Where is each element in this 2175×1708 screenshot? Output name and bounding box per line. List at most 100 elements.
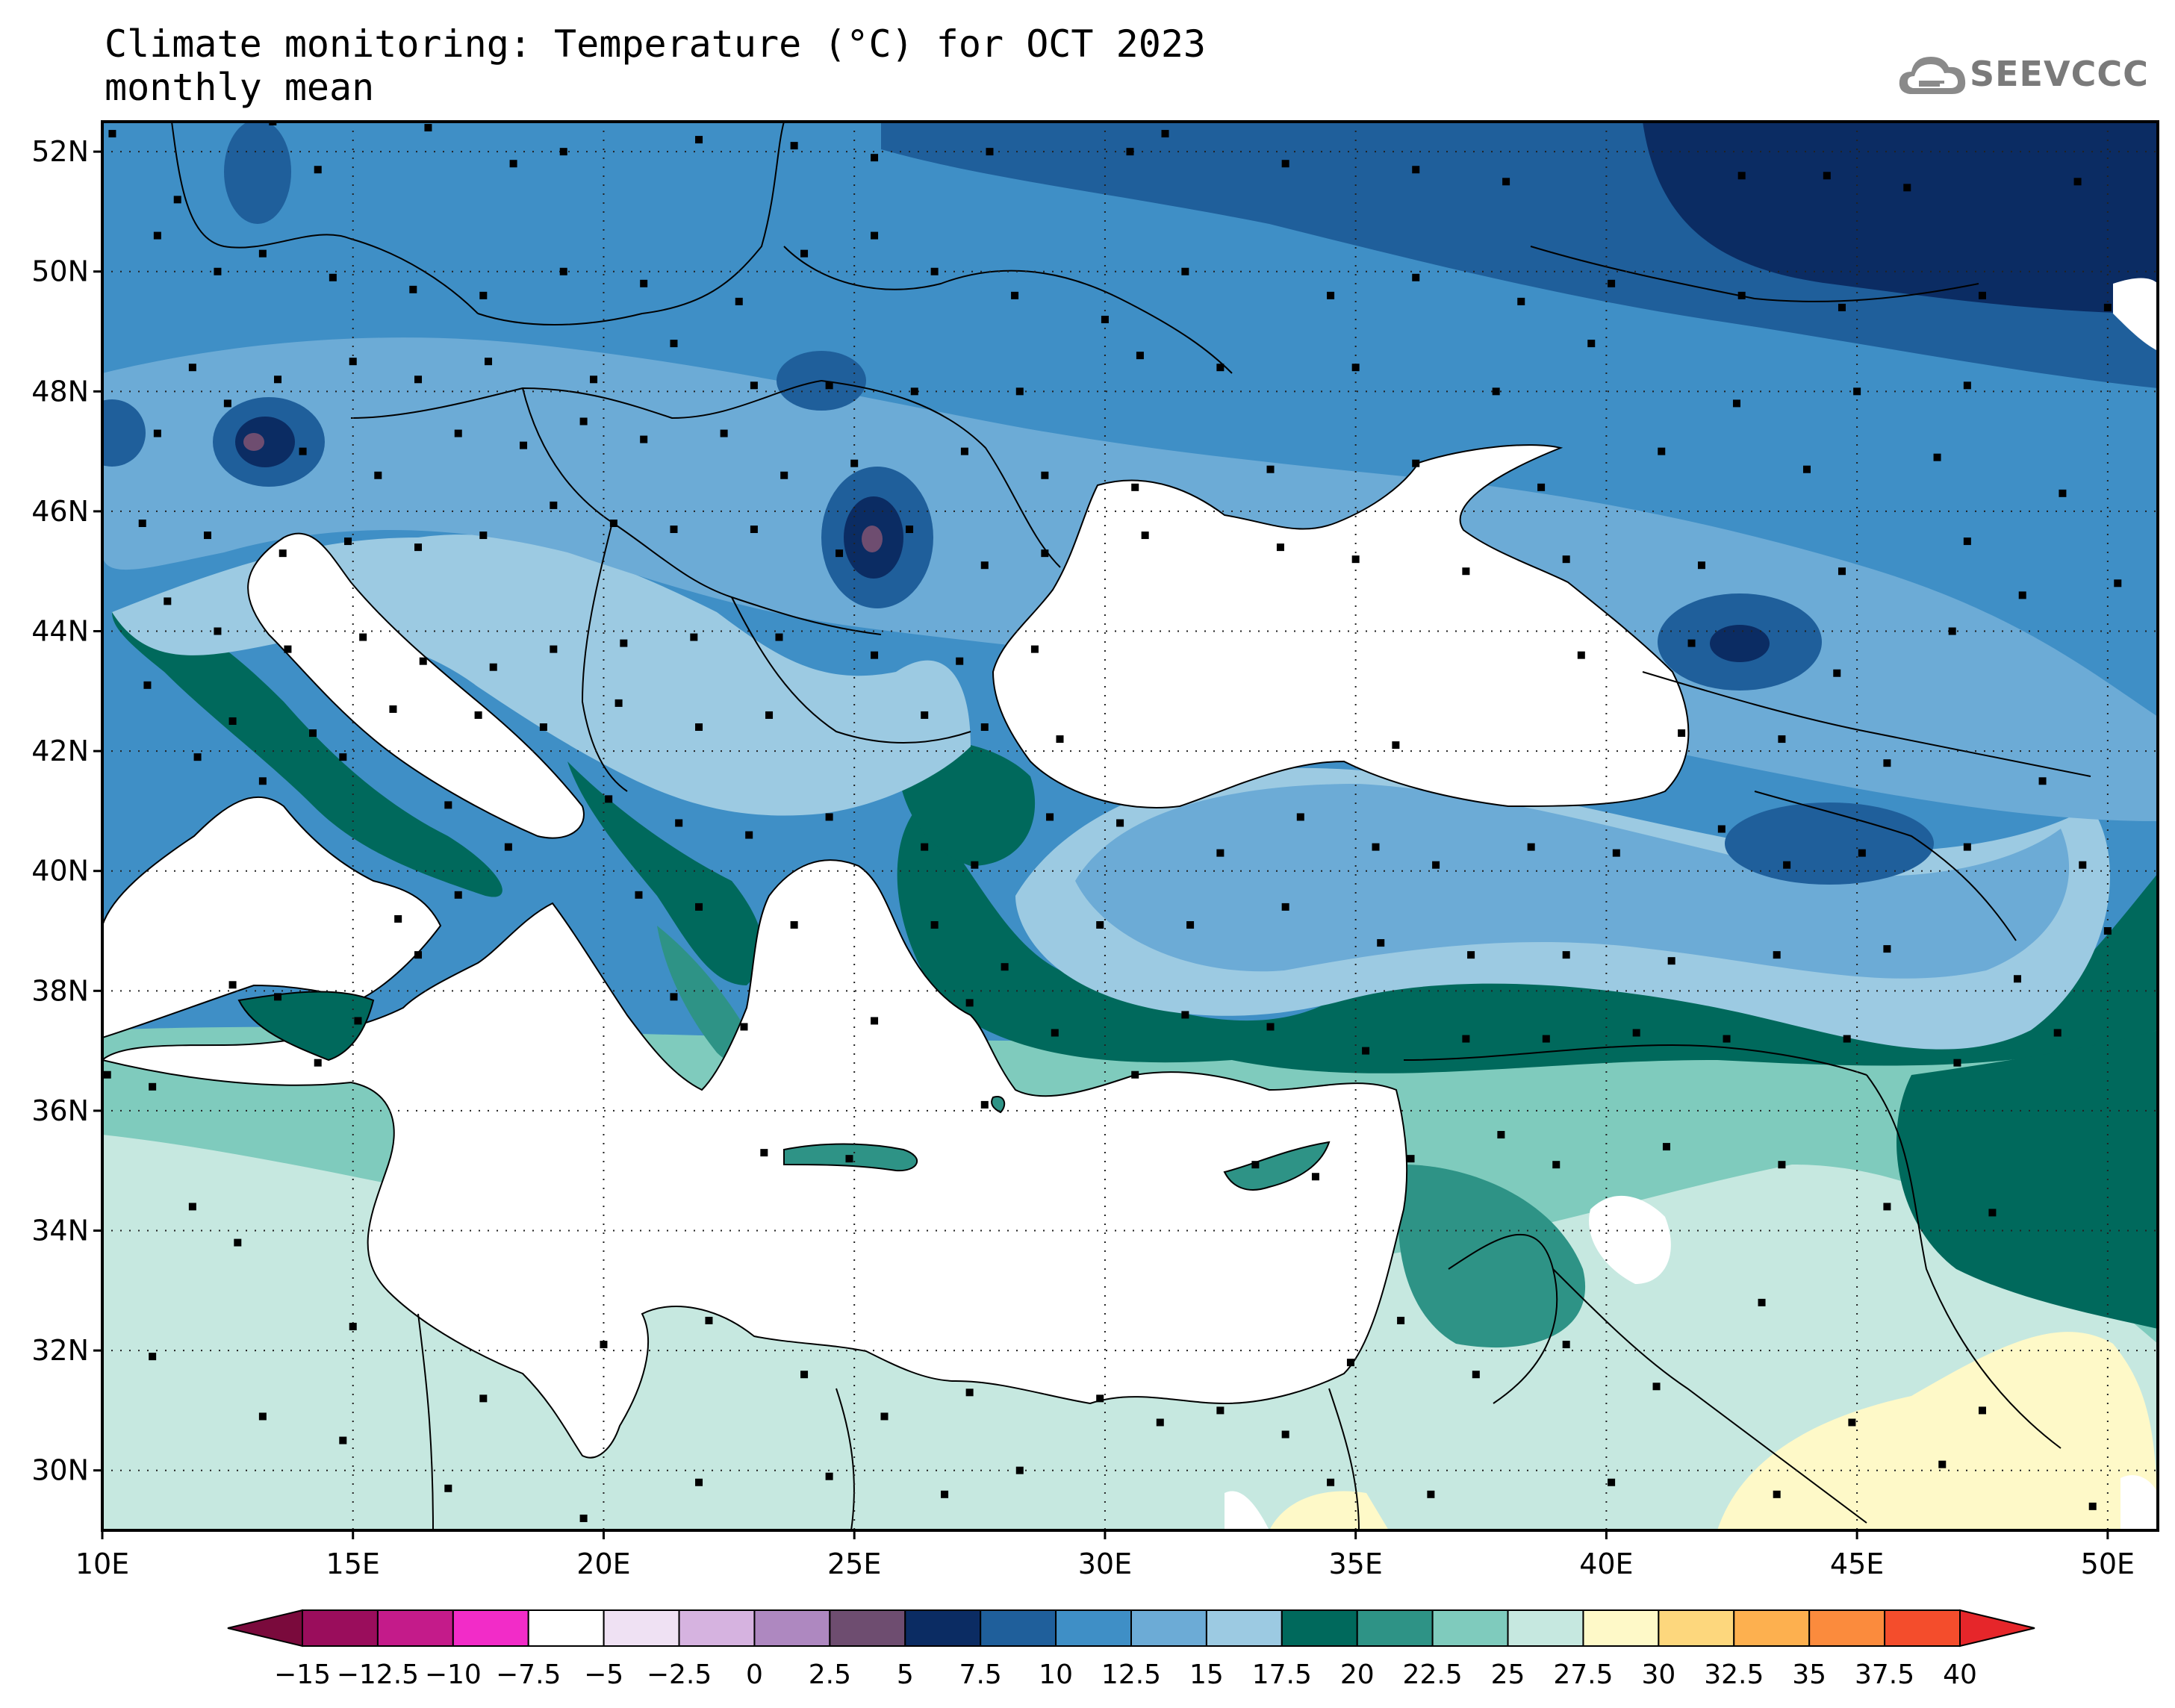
station-marker <box>956 657 964 665</box>
station-marker <box>2038 777 2047 785</box>
station-marker <box>1116 819 1124 827</box>
station-marker <box>1462 567 1470 576</box>
station-marker <box>1427 1490 1435 1498</box>
station-marker <box>173 196 181 204</box>
station-marker <box>164 597 172 605</box>
island-rhodes <box>991 1096 1006 1114</box>
station-marker <box>314 166 322 174</box>
lat-tick-label: 30N <box>31 1454 89 1487</box>
station-marker <box>1046 813 1054 821</box>
station-marker <box>258 249 267 258</box>
colorbar-label: 37.5 <box>1855 1659 1914 1690</box>
station-marker <box>504 843 512 851</box>
field-band-20-turkey <box>897 806 2158 1073</box>
lat-tick-label: 44N <box>31 615 89 648</box>
station-marker <box>274 993 282 1001</box>
colorbar-label: 32.5 <box>1704 1659 1764 1690</box>
station-marker <box>204 532 212 540</box>
station-marker <box>1658 447 1666 455</box>
colorbar-swatch <box>1130 1609 1207 1647</box>
station-marker <box>980 723 989 732</box>
colorbar-label: 15 <box>1189 1659 1224 1690</box>
station-marker <box>359 633 367 641</box>
station-marker <box>1311 1173 1319 1181</box>
station-marker <box>2018 591 2026 599</box>
station-marker <box>559 148 567 156</box>
sea-tyrrhenian <box>102 796 442 1039</box>
station-marker <box>474 711 482 719</box>
map-frame <box>101 120 2159 1532</box>
station-marker <box>489 663 497 671</box>
station-marker <box>941 1490 949 1498</box>
station-marker <box>800 249 809 258</box>
station-marker <box>1552 1161 1561 1169</box>
station-marker <box>103 1070 111 1079</box>
station-marker <box>1467 951 1475 959</box>
station-marker <box>965 1388 974 1397</box>
colorbar-label: −10 <box>425 1659 482 1690</box>
station-marker <box>1773 951 1781 959</box>
lat-tick-label: 38N <box>31 974 89 1007</box>
station-marker <box>670 340 678 348</box>
station-marker <box>1472 1371 1480 1379</box>
station-marker <box>600 1341 608 1349</box>
station-marker <box>1126 148 1134 156</box>
station-marker <box>1412 459 1420 467</box>
logo-text: SEEVCCC <box>1970 54 2149 94</box>
station-marker <box>188 1203 196 1211</box>
station-marker <box>454 891 462 899</box>
station-marker <box>1662 1143 1670 1151</box>
station-marker <box>1251 1161 1260 1169</box>
station-marker <box>614 699 623 707</box>
station-marker <box>690 633 698 641</box>
country-borders <box>171 122 2091 1530</box>
station-marker <box>1362 1047 1370 1055</box>
station-marker <box>339 753 347 761</box>
station-marker <box>965 999 974 1007</box>
station-marker <box>695 903 703 911</box>
station-marker <box>279 549 287 558</box>
station-marker <box>414 375 423 384</box>
station-marker <box>223 399 231 408</box>
station-marker <box>1577 651 1585 659</box>
station-marker <box>1562 1341 1570 1349</box>
station-marker <box>780 471 788 479</box>
station-marker <box>1281 160 1289 168</box>
station-marker <box>825 1472 833 1480</box>
station-marker <box>695 1478 703 1486</box>
station-marker <box>444 801 452 809</box>
station-marker <box>930 920 939 929</box>
station-marker <box>1933 453 1941 461</box>
station-marker <box>1296 813 1304 821</box>
station-marker <box>1497 1131 1505 1139</box>
station-marker <box>845 1155 853 1163</box>
colorbar-swatch <box>1733 1609 1811 1647</box>
station-marker <box>234 1238 242 1247</box>
field-band-20-iraq <box>1896 1030 2158 1329</box>
station-marker <box>1181 267 1189 275</box>
station-marker <box>2079 861 2087 869</box>
station-marker <box>188 364 196 372</box>
island-sicily <box>237 991 375 1062</box>
colorbar-swatch <box>527 1609 605 1647</box>
station-marker <box>670 526 678 534</box>
station-marker <box>790 142 798 150</box>
station-marker <box>745 831 753 839</box>
station-marker <box>389 705 397 713</box>
lon-tick-label: 50E <box>2081 1548 2135 1580</box>
sea-black-sea <box>992 444 1690 808</box>
graticule <box>102 122 2158 1530</box>
sea-caspian <box>2113 278 2158 351</box>
station-marker <box>1041 549 1049 558</box>
station-marker <box>1101 315 1109 323</box>
station-marker <box>309 729 317 738</box>
station-marker <box>921 843 929 851</box>
station-marker <box>1327 291 1335 299</box>
station-marker <box>1848 1418 1856 1427</box>
lat-tick-label: 40N <box>31 855 89 888</box>
colorbar-swatch <box>1205 1609 1283 1647</box>
station-marker <box>906 526 914 534</box>
station-marker <box>1667 957 1675 965</box>
station-marker <box>1833 669 1841 677</box>
station-marker <box>1492 387 1500 396</box>
